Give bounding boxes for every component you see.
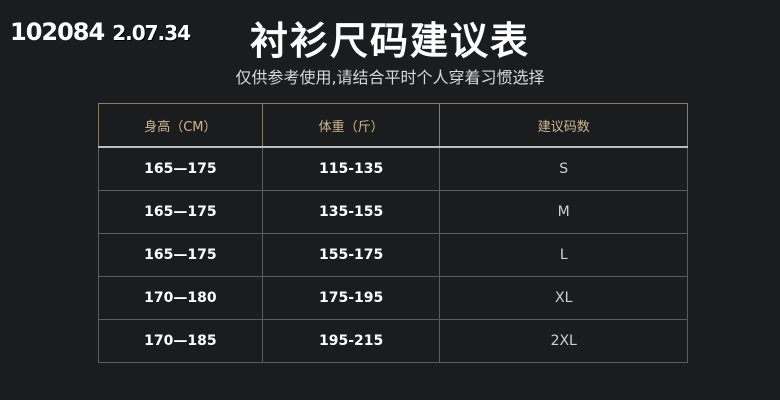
cell-height: 165—175 [98, 233, 263, 277]
table-row: 170—185 195-215 2XL [98, 319, 688, 363]
cell-height: 170—180 [98, 276, 263, 320]
cell-weight: 155-175 [261, 233, 441, 277]
table-row: 170—180 175-195 XL [98, 276, 688, 320]
cell-size: S [439, 146, 688, 191]
header-size: 建议码数 [439, 103, 688, 148]
size-chart-table: 身高（CM） 体重（斤） 建议码数 165—175 115-135 S 165—175… [98, 103, 688, 363]
cell-height: 165—175 [98, 146, 263, 191]
cell-weight: 175-195 [261, 276, 441, 320]
cell-weight: 135-155 [261, 190, 441, 234]
watermark-overlay: 2.07.34 [112, 21, 191, 45]
page-title: 衬衫尺码建议表 [249, 19, 530, 63]
cell-size: L [439, 233, 688, 277]
cell-size: 2XL [439, 319, 688, 363]
header-weight: 体重（斤） [261, 103, 441, 148]
table-header-row: 身高（CM） 体重（斤） 建议码数 [98, 103, 688, 148]
cell-height: 170—185 [98, 319, 263, 363]
header-height: 身高（CM） [98, 103, 263, 148]
cell-height: 165—175 [98, 190, 263, 234]
page-subtitle: 仅供参考使用,请结合平时个人穿着习惯选择 [235, 68, 545, 87]
table-row: 165—175 115-135 S [98, 146, 688, 191]
cell-weight: 195-215 [261, 319, 441, 363]
table-body: 165—175 115-135 S 165—175 135-155 M 165—175 155… [98, 146, 688, 363]
watermark-group: 102084 2.07.34 [10, 18, 191, 46]
watermark: 102084 [10, 18, 105, 46]
cell-size: M [439, 190, 688, 234]
cell-weight: 115-135 [261, 146, 441, 191]
cell-size: XL [439, 276, 688, 320]
table-row: 165—175 155-175 L [98, 233, 688, 277]
table-row: 165—175 135-155 M [98, 190, 688, 234]
